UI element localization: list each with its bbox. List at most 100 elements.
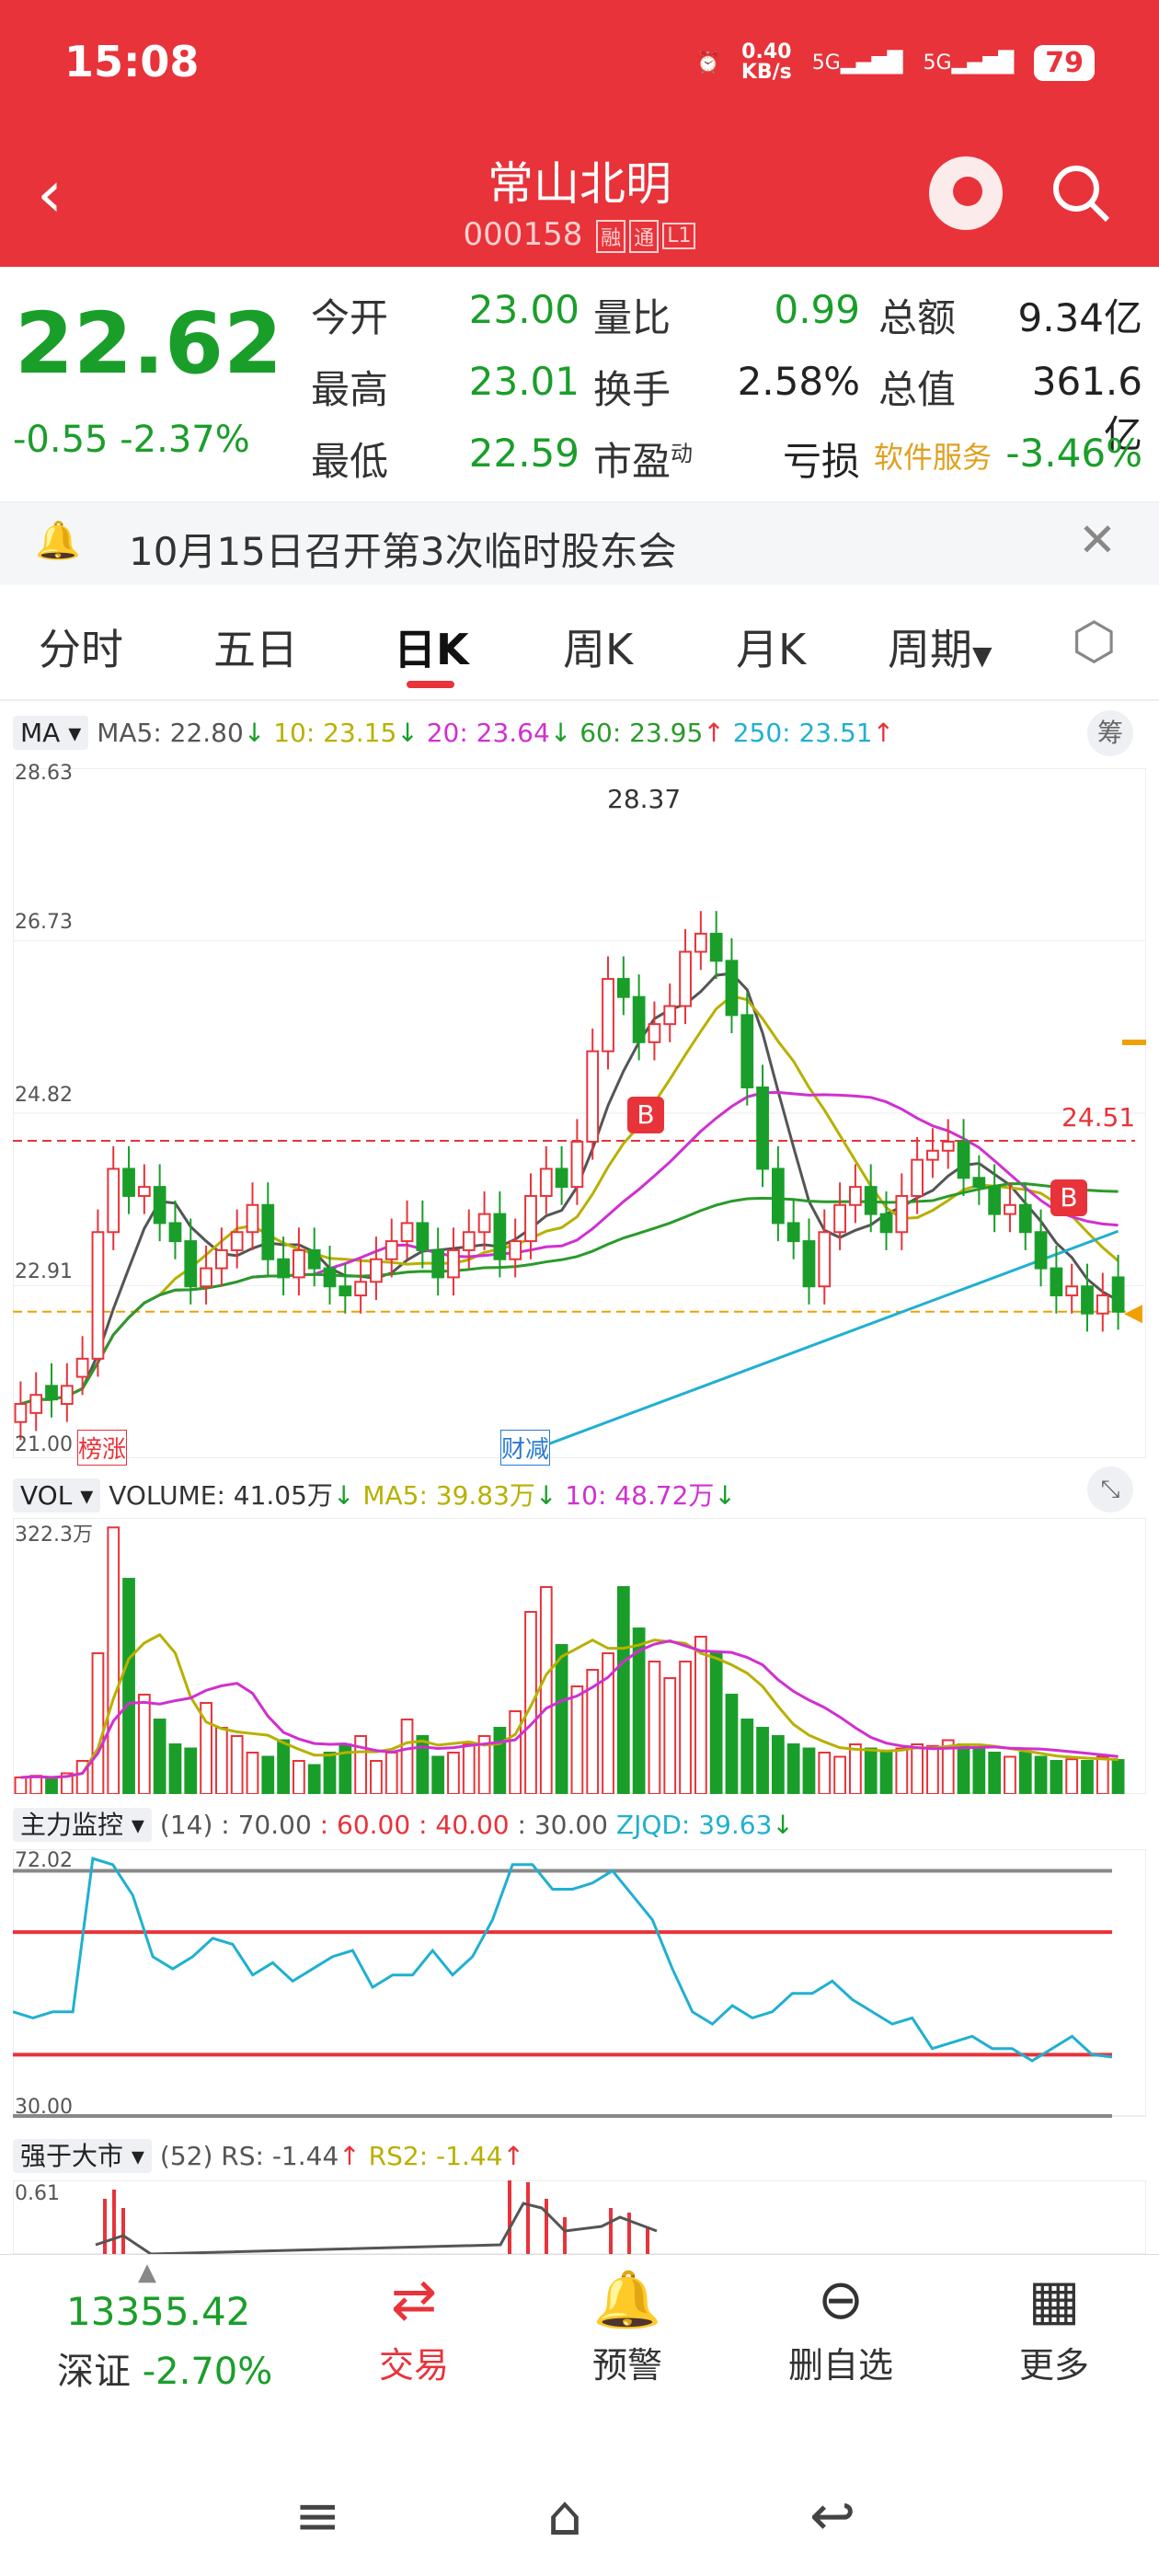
bottom-bar xyxy=(0,2254,1159,2430)
tab-intraday[interactable]: 分时 xyxy=(39,625,123,674)
volume-bar xyxy=(849,1743,862,1794)
rs-selector[interactable]: 强于大市 ▾ xyxy=(13,2139,152,2173)
minus-circle-icon: ⊖ xyxy=(817,2268,865,2332)
industry-label[interactable]: 软件服务 xyxy=(874,440,993,475)
volume-value: VOLUME: 41.05万 xyxy=(109,1480,333,1511)
status-time: 15:08 xyxy=(64,37,200,86)
candle-body xyxy=(616,978,630,998)
notice-bar[interactable]: 🔔 10月15日召开第3次临时股东会 ✕ xyxy=(0,501,1159,585)
volume-bar xyxy=(137,1694,151,1794)
candle-body xyxy=(663,1005,677,1026)
vol-ratio-value: 0.99 xyxy=(774,287,860,332)
tab-daily-k[interactable]: 日K xyxy=(394,625,469,674)
candle-body xyxy=(802,1240,816,1288)
candle-body xyxy=(879,1213,893,1234)
zjqd-line xyxy=(13,1857,1113,2063)
candle-body xyxy=(293,1248,305,1279)
volume-bar xyxy=(354,1735,368,1794)
zlkp-legend: 主力监控 ▾ (14) : 70.00 : 60.00 : 40.00 : 30… xyxy=(13,1805,794,1842)
volume-bar xyxy=(709,1652,723,1794)
mcap-value: 361.6亿 xyxy=(1031,359,1142,457)
volume-bar xyxy=(384,1752,398,1794)
volume-bar xyxy=(153,1719,166,1794)
candle-body xyxy=(771,1167,785,1225)
candle-body xyxy=(694,932,707,953)
candle-body xyxy=(339,1285,352,1297)
volume-bar xyxy=(1065,1758,1079,1794)
active-tab-indicator xyxy=(407,681,454,688)
volume-bar xyxy=(307,1764,321,1794)
tab-period[interactable]: 周期▼ xyxy=(888,625,993,674)
candle-body xyxy=(570,1140,584,1189)
tab-weekly-k[interactable]: 周K xyxy=(563,625,634,674)
candle-body xyxy=(230,1231,244,1251)
app-header: 15:08 ⏰ 0.40 KB/s 5G▂▄▆█ 5G▂▄▆█ 79 ‹ 常山北… xyxy=(0,0,1159,267)
expand-icon[interactable]: ⤡ xyxy=(1087,1466,1133,1512)
volume-bar xyxy=(509,1710,522,1794)
back-icon[interactable]: ‹ xyxy=(37,156,63,232)
grid-icon: ▦ xyxy=(1027,2268,1081,2332)
index-line[interactable]: 深证 -2.70% xyxy=(57,2351,273,2393)
index-value[interactable]: 13355.42 xyxy=(66,2289,251,2334)
y-tick-4: 22.91 xyxy=(15,1260,73,1283)
stock-name: 常山北明 xyxy=(488,157,671,211)
nav-alert[interactable]: 🔔 预警 xyxy=(554,2263,701,2387)
divider xyxy=(0,699,1159,701)
rank-up-tag[interactable]: 榜涨 xyxy=(77,1430,128,1466)
vol-ma10: 10: 48.72万 xyxy=(565,1480,715,1511)
rs-frame xyxy=(13,2180,1146,2254)
candle-body xyxy=(493,1213,507,1260)
volume-bar xyxy=(214,1727,228,1794)
tab-five-day[interactable]: 五日 xyxy=(213,625,298,674)
stock-code: 000158 xyxy=(463,216,583,253)
nav-more[interactable]: ▦ 更多 xyxy=(981,2263,1128,2387)
volume-bar xyxy=(447,1752,460,1794)
tab-monthly-k[interactable]: 月K xyxy=(736,625,807,674)
ma5-value: MA5: 22.80 xyxy=(97,718,244,748)
buy-marker-2[interactable]: B xyxy=(1050,1179,1087,1216)
menu-icon[interactable]: ≡ xyxy=(294,2484,341,2548)
candle-body xyxy=(911,1158,924,1197)
vol-top-tick: 322.3万 xyxy=(15,1524,93,1547)
ma10-value: 10: 23.15 xyxy=(273,718,397,748)
candle-body xyxy=(740,1014,754,1088)
candle-body xyxy=(416,1222,430,1251)
home-icon[interactable]: ⌂ xyxy=(547,2484,583,2548)
volume-bar xyxy=(122,1578,135,1794)
finance-tag[interactable]: 财减 xyxy=(500,1430,551,1466)
candle-body xyxy=(709,932,723,962)
high-value: 23.01 xyxy=(468,359,580,404)
zlkp-chart[interactable] xyxy=(13,1849,1146,2125)
candle-body xyxy=(246,1203,259,1234)
assistant-icon[interactable] xyxy=(929,156,1003,230)
chip-button[interactable]: 筹 xyxy=(1087,710,1133,756)
buy-marker[interactable]: B xyxy=(627,1097,664,1133)
zlkp-selector[interactable]: 主力监控 ▾ xyxy=(13,1808,152,1842)
nav-trade[interactable]: ⇄ 交易 xyxy=(340,2263,488,2387)
ma10-line xyxy=(19,995,1119,1406)
volume-chart[interactable] xyxy=(13,1518,1146,1794)
close-icon[interactable]: ✕ xyxy=(1078,513,1117,567)
rs-chart xyxy=(13,2180,1146,2254)
trade-icon: ⇄ xyxy=(390,2268,438,2332)
search-icon[interactable] xyxy=(1049,161,1113,229)
candle-body xyxy=(1111,1276,1125,1313)
ref-price-label: 24.51 xyxy=(1061,1102,1136,1133)
settings-icon[interactable]: ⬡ xyxy=(1072,612,1117,672)
candle-body xyxy=(1065,1285,1079,1297)
candle-body xyxy=(184,1240,198,1288)
amount-label: 总额 xyxy=(878,295,957,340)
candle-body xyxy=(168,1222,182,1243)
candle-body xyxy=(926,1149,939,1161)
back-nav-icon[interactable]: ↩ xyxy=(809,2484,856,2548)
candle-body xyxy=(833,1203,846,1234)
candle-body xyxy=(1004,1203,1016,1215)
volume-bar xyxy=(200,1702,212,1794)
vol-selector[interactable]: VOL ▾ xyxy=(13,1478,101,1512)
nav-remove-watchlist[interactable]: ⊖ 删自选 xyxy=(767,2263,914,2387)
volume-bar xyxy=(261,1755,275,1794)
kline-chart[interactable] xyxy=(13,768,1146,1458)
current-price-arrow: ◀ xyxy=(1124,1299,1142,1327)
candle-body xyxy=(786,1222,800,1243)
ma-selector[interactable]: MA ▾ xyxy=(13,716,89,750)
